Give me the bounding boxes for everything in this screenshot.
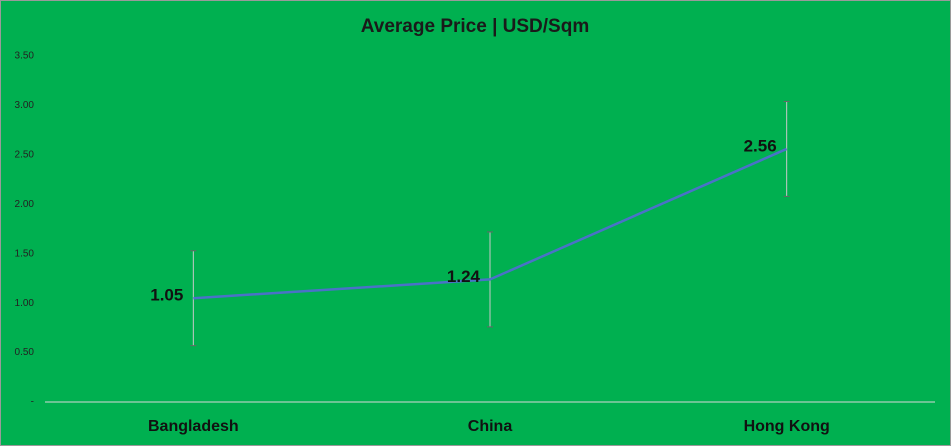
y-tick-label: 1.50	[15, 248, 35, 259]
y-tick-label: 2.50	[15, 149, 35, 160]
y-tick-label: 3.00	[15, 100, 35, 111]
chart-title: Average Price | USD/Sqm	[361, 16, 589, 37]
y-tick-label: 1.00	[15, 298, 35, 309]
y-tick-label: 0.50	[15, 347, 35, 358]
y-tick-label: 2.00	[15, 199, 35, 210]
line	[193, 147, 788, 300]
x-tick-label: China	[468, 418, 513, 435]
y-tick-label: -	[31, 397, 34, 408]
x-tick-label: Hong Kong	[744, 418, 830, 435]
data-label: 1.05	[150, 286, 183, 305]
x-tick-label: Bangladesh	[148, 418, 239, 435]
data-label: 2.56	[744, 136, 777, 155]
data-label: 1.24	[447, 267, 481, 286]
y-tick-label: 3.50	[15, 51, 35, 62]
